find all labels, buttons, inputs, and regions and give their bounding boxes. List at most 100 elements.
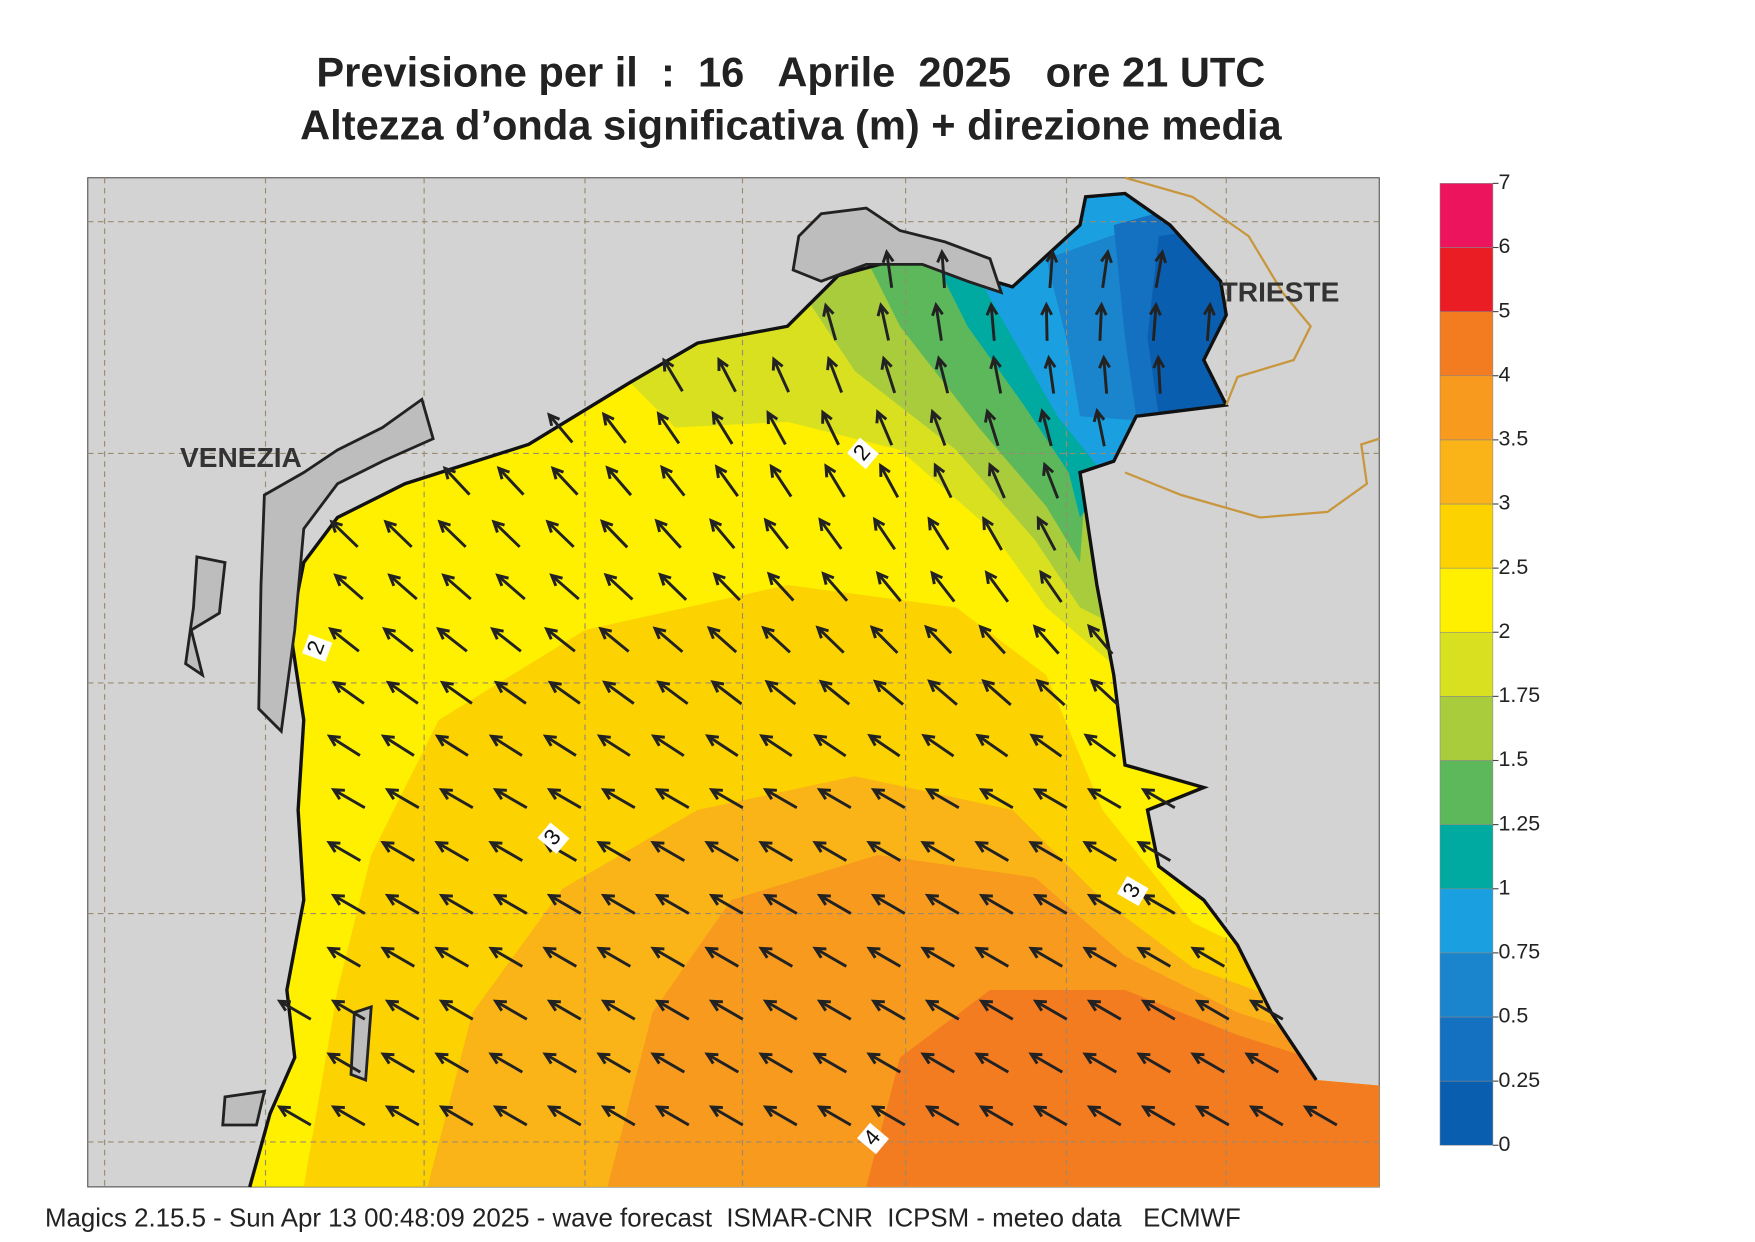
arrow xyxy=(600,893,636,915)
arrow xyxy=(974,841,1010,862)
arrow xyxy=(1083,733,1117,758)
arrow xyxy=(330,1105,366,1127)
arrow xyxy=(602,680,635,705)
arrow xyxy=(1190,946,1226,968)
arrow xyxy=(708,893,744,915)
arrow xyxy=(1140,999,1176,1021)
arrow xyxy=(708,788,744,810)
arrow xyxy=(1036,515,1057,551)
arrow xyxy=(978,893,1014,915)
colorbar-bin xyxy=(1439,760,1494,825)
lagoons xyxy=(184,206,1004,1127)
arrow xyxy=(488,946,524,968)
arrow xyxy=(380,734,415,757)
arrow xyxy=(875,570,902,603)
arrow xyxy=(544,627,576,653)
arrow xyxy=(934,355,950,394)
arrow xyxy=(438,893,474,915)
footer: Magics 2.15.5 - Sun Apr 13 00:48:09 2025… xyxy=(45,1204,1241,1232)
arrow xyxy=(600,999,636,1021)
arrow xyxy=(978,999,1014,1021)
arrow xyxy=(818,517,843,550)
arrow xyxy=(596,734,631,757)
arrow xyxy=(654,1105,690,1127)
arrow xyxy=(1028,841,1064,862)
place-label: VENEZIA xyxy=(180,442,302,473)
arrow xyxy=(717,356,737,393)
arrow xyxy=(711,410,734,445)
arrow xyxy=(1028,946,1064,968)
arrow xyxy=(438,788,474,810)
colorbar-label: 1.5 xyxy=(1499,747,1529,771)
arrow xyxy=(870,788,906,810)
arrow xyxy=(866,841,902,862)
arrow xyxy=(654,893,690,915)
arrow xyxy=(987,462,1006,499)
arrow xyxy=(599,519,629,549)
arrow xyxy=(1028,1052,1064,1074)
arrow xyxy=(1148,301,1162,341)
arrow xyxy=(384,999,420,1021)
arrow xyxy=(870,893,906,915)
arrow xyxy=(816,1105,852,1127)
arrow xyxy=(596,1052,632,1074)
colorbar: 0 0.25 0.5 0.75 1 1.25 1.5 1.75 2 2.5 3 3.5 4 5 6 7 xyxy=(1439,170,1541,1156)
arrow xyxy=(706,626,738,654)
arrow xyxy=(975,733,1009,758)
arrow xyxy=(1029,733,1063,758)
colorbar-label: 5 xyxy=(1499,298,1511,322)
arrow xyxy=(601,411,627,444)
arrow xyxy=(812,1052,848,1074)
arrow xyxy=(654,999,690,1021)
arrow xyxy=(1086,999,1122,1021)
arrow xyxy=(936,248,950,289)
arrow xyxy=(1152,354,1166,394)
arrow xyxy=(704,1052,740,1074)
arrow xyxy=(1140,788,1176,810)
direction-arrows xyxy=(276,248,1338,1127)
arrow xyxy=(660,464,686,497)
title: Previsione per il : 16 Aprile 2025 ore 2… xyxy=(316,49,1265,96)
arrow xyxy=(867,733,901,758)
arrow xyxy=(382,627,414,653)
arrow xyxy=(1140,1105,1176,1127)
arrow xyxy=(330,999,366,1021)
arrow xyxy=(758,841,794,862)
arrow xyxy=(326,946,362,968)
arrow xyxy=(600,1105,636,1127)
arrow xyxy=(708,1105,744,1127)
arrow xyxy=(1190,1052,1226,1074)
arrow xyxy=(771,356,790,393)
arrow xyxy=(442,465,471,496)
arrow xyxy=(1082,841,1118,862)
colorbar-label: 0.25 xyxy=(1499,1068,1541,1092)
arrow xyxy=(434,946,470,968)
colorbar-label: 0.75 xyxy=(1499,940,1541,964)
colorbar-bin xyxy=(1439,439,1494,505)
arrow xyxy=(656,680,689,705)
arrow xyxy=(547,412,574,444)
arrow xyxy=(441,573,472,601)
arrow xyxy=(439,680,473,705)
arrow xyxy=(491,519,521,548)
arrow xyxy=(384,893,420,915)
colorbar-label: 2.5 xyxy=(1499,555,1529,579)
arrow xyxy=(542,946,578,968)
arrow xyxy=(387,573,418,601)
arrow xyxy=(866,946,902,968)
arrow xyxy=(1043,354,1057,394)
colorbar-label: 0.5 xyxy=(1499,1004,1529,1028)
arrow xyxy=(493,680,527,705)
arrow xyxy=(596,841,632,862)
arrow xyxy=(436,627,468,653)
arrow xyxy=(495,573,526,601)
colorbar-label: 4 xyxy=(1499,362,1511,386)
arrow xyxy=(1086,893,1122,915)
arrow xyxy=(924,893,960,915)
arrow xyxy=(1040,301,1053,341)
contour-label-box xyxy=(857,1122,889,1155)
arrow xyxy=(974,946,1010,968)
place-label: TRIESTE xyxy=(1221,277,1340,308)
arrow xyxy=(1032,788,1068,810)
arrow xyxy=(326,1052,362,1074)
